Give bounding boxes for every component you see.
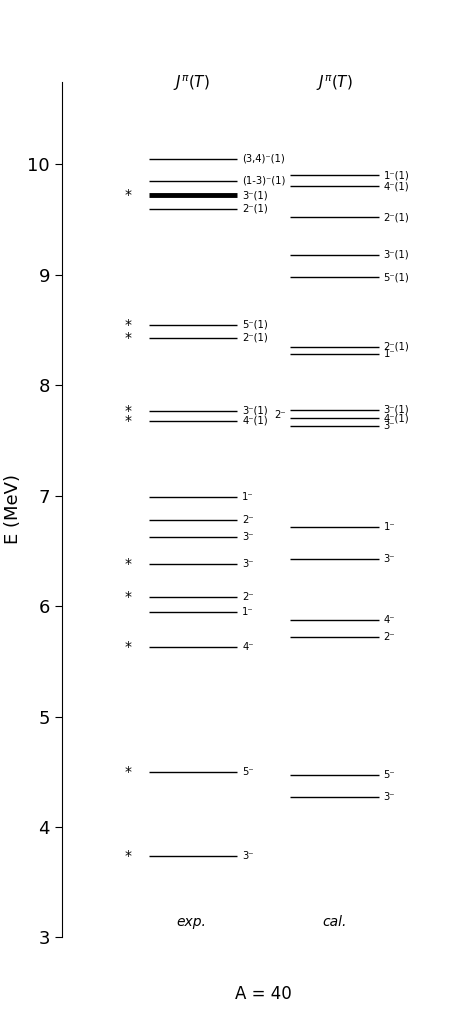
- Text: 5⁻(1): 5⁻(1): [242, 320, 268, 329]
- Text: 3⁻: 3⁻: [242, 851, 254, 861]
- Text: 4⁻(1): 4⁻(1): [242, 416, 268, 426]
- Text: 3⁻: 3⁻: [383, 553, 395, 564]
- Text: *: *: [125, 765, 132, 779]
- Text: 3⁻(1): 3⁻(1): [383, 405, 409, 415]
- Text: 2⁻(1): 2⁻(1): [383, 212, 409, 222]
- Text: 2⁻(1): 2⁻(1): [383, 341, 409, 352]
- Y-axis label: E (MeV): E (MeV): [4, 475, 22, 544]
- Text: 2⁻: 2⁻: [242, 515, 254, 525]
- Text: *: *: [125, 318, 132, 331]
- Text: *: *: [125, 414, 132, 428]
- Text: 5⁻: 5⁻: [383, 770, 395, 781]
- Text: 4⁻(1): 4⁻(1): [383, 414, 409, 423]
- Text: 1⁻: 1⁻: [383, 522, 395, 532]
- Text: $J^{\pi}(T)$: $J^{\pi}(T)$: [316, 73, 353, 93]
- Text: $J^{\pi}(T)$: $J^{\pi}(T)$: [172, 73, 209, 93]
- Text: *: *: [125, 331, 132, 344]
- Text: 2⁻: 2⁻: [242, 592, 254, 602]
- Text: 2⁻(1): 2⁻(1): [242, 333, 268, 342]
- Text: 4⁻: 4⁻: [242, 642, 254, 652]
- Text: 3⁻: 3⁻: [242, 532, 254, 541]
- Text: 3⁻: 3⁻: [242, 559, 254, 570]
- Text: 1⁻(1): 1⁻(1): [383, 170, 409, 180]
- Text: exp.: exp.: [176, 915, 206, 928]
- Text: 4⁻: 4⁻: [383, 615, 395, 626]
- Text: 5⁻: 5⁻: [242, 767, 254, 776]
- Text: 3⁻(1): 3⁻(1): [242, 191, 268, 201]
- Text: 2⁻: 2⁻: [274, 410, 286, 420]
- Text: 3⁻: 3⁻: [383, 421, 395, 431]
- Text: 4⁻(1): 4⁻(1): [383, 181, 409, 192]
- Text: *: *: [125, 404, 132, 418]
- Text: *: *: [125, 640, 132, 654]
- Text: 5⁻(1): 5⁻(1): [383, 272, 409, 282]
- Text: 2⁻: 2⁻: [383, 632, 395, 642]
- Text: 1⁻: 1⁻: [242, 492, 254, 501]
- Text: (1-3)⁻(1): (1-3)⁻(1): [242, 176, 285, 185]
- Text: *: *: [125, 590, 132, 604]
- Text: 3⁻(1): 3⁻(1): [383, 250, 409, 260]
- Text: 3⁻: 3⁻: [383, 792, 395, 802]
- Text: *: *: [125, 189, 132, 203]
- Text: cal.: cal.: [322, 915, 346, 928]
- Text: A = 40: A = 40: [235, 984, 292, 1003]
- Text: (3,4)⁻(1): (3,4)⁻(1): [242, 154, 285, 164]
- Text: 1⁻: 1⁻: [383, 350, 395, 360]
- Text: 2⁻(1): 2⁻(1): [242, 204, 268, 214]
- Text: *: *: [125, 849, 132, 863]
- Text: 1⁻: 1⁻: [242, 606, 254, 616]
- Text: *: *: [125, 557, 132, 572]
- Text: 3⁻(1): 3⁻(1): [242, 406, 268, 416]
